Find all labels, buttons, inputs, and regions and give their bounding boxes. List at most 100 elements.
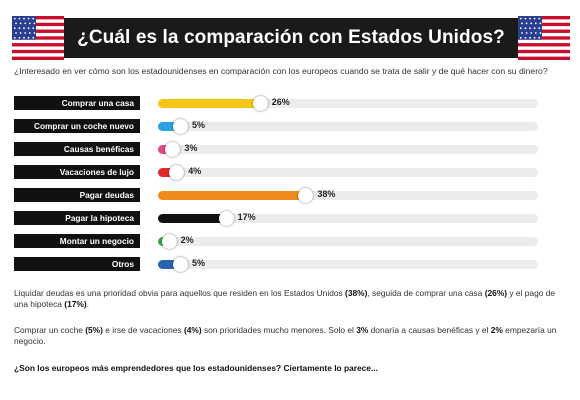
- bar-chart: Comprar una casa 26% Comprar un coche nuev…: [14, 96, 574, 276]
- category-label: Otros: [14, 257, 140, 271]
- bar-row: Vacaciones de lujo 4%: [14, 165, 554, 180]
- flag-stripe: [12, 29, 64, 34]
- bar-end-marker: [298, 188, 314, 203]
- highlight-number: (17%): [64, 299, 87, 309]
- flag-star: [32, 27, 35, 30]
- bar-track: [158, 99, 538, 108]
- flag-stripe: [518, 22, 570, 27]
- flag-star: [525, 32, 528, 34]
- flag-star: [533, 36, 536, 39]
- flag-star: [23, 36, 25, 39]
- flag-stripe: [518, 56, 570, 60]
- flag-stripe: [12, 19, 64, 23]
- flag-star: [534, 22, 537, 25]
- flag-stripe: [12, 43, 64, 47]
- flag-star: [27, 27, 30, 30]
- flag-star: [521, 22, 523, 25]
- flag-star: [524, 17, 527, 20]
- flag-star: [24, 32, 27, 34]
- bar-row: Otros 5%: [14, 257, 554, 272]
- flag-star: [538, 17, 541, 20]
- highlight-number: (4%): [183, 325, 202, 335]
- flag-star: [539, 32, 542, 34]
- flag-stripe: [518, 16, 570, 20]
- closing-question: ¿Son los europeos más emprendedores que …: [14, 363, 378, 373]
- flag-stripe: [518, 43, 570, 47]
- bar-track: [158, 122, 538, 131]
- flag-star: [525, 22, 528, 25]
- flag-stripe: [518, 46, 570, 51]
- bar-row: Comprar una casa 26%: [14, 96, 554, 111]
- flag-star: [27, 36, 30, 39]
- bar-end-marker: [169, 165, 185, 180]
- flag-star: [15, 22, 17, 25]
- flag-star: [33, 22, 36, 25]
- flag-star: [530, 22, 533, 25]
- flag-stripe: [12, 39, 64, 44]
- bar-row: Pagar deudas 38%: [14, 188, 554, 203]
- flag-stripe: [12, 32, 64, 37]
- bar-track: [158, 168, 538, 177]
- us-flag-icon: [12, 16, 64, 60]
- flag-stripe: [12, 53, 64, 57]
- bar: [158, 214, 223, 223]
- value-label: 2%: [180, 235, 194, 245]
- flag-star: [529, 17, 531, 20]
- flag-star: [524, 36, 527, 39]
- flag-star: [524, 27, 527, 30]
- flag-star: [32, 17, 35, 20]
- summary-paragraph-2: Comprar un coche (5%) e irse de vacacion…: [14, 325, 557, 346]
- highlight-number: 2%: [490, 325, 503, 335]
- flag-star: [32, 36, 35, 39]
- value-label: 3%: [184, 143, 198, 153]
- flag-stripe: [12, 56, 64, 60]
- bar-end-marker: [161, 234, 177, 249]
- flag-stripe: [518, 29, 570, 34]
- page-title: ¿Cuál es la comparación con Estados Unid…: [77, 27, 505, 48]
- flag-star: [521, 32, 523, 34]
- flag-stripe: [12, 22, 64, 27]
- bar-end-marker: [173, 257, 188, 272]
- value-label: 17%: [237, 212, 256, 222]
- flag-star: [533, 17, 536, 20]
- bar: [158, 145, 170, 154]
- flag-star: [519, 36, 522, 39]
- flag-star: [33, 32, 36, 34]
- flag-star: [24, 22, 27, 25]
- value-label: 38%: [317, 189, 336, 199]
- flag-star: [27, 17, 30, 20]
- category-label: Pagar deudas: [14, 188, 140, 202]
- flag-stripe: [518, 26, 570, 30]
- flag-stripe: [518, 32, 570, 37]
- flag-stripe: [12, 49, 64, 54]
- summary-paragraph-1: Liquidar deudas es una prioridad obvia p…: [14, 288, 556, 309]
- flag-star: [18, 17, 21, 20]
- value-label: 5%: [192, 120, 206, 130]
- highlight-number: (26%): [484, 288, 508, 298]
- us-flag-icon: [518, 16, 570, 60]
- bar: [158, 260, 177, 269]
- flag-stripe: [518, 39, 570, 44]
- flag-star: [538, 27, 541, 30]
- flag-star: [15, 32, 17, 34]
- bar: [158, 99, 257, 108]
- flag-star: [13, 36, 16, 39]
- flag-star: [519, 27, 522, 30]
- bar-row: Comprar un coche nuevo 5%: [14, 119, 554, 134]
- bar: [158, 168, 174, 177]
- flag-stripe: [518, 36, 570, 40]
- title-banner: ¿Cuál es la comparación con Estados Unid…: [12, 16, 570, 60]
- intro-text: ¿Interesado en ver cómo son los estadoun…: [14, 66, 548, 76]
- flag-star: [519, 17, 522, 20]
- flag-star: [539, 22, 542, 25]
- value-label: 26%: [271, 97, 290, 107]
- bar-row: Pagar la hipoteca 17%: [14, 211, 554, 226]
- flag-star: [13, 27, 16, 30]
- flag-star: [529, 36, 531, 39]
- flag-star: [538, 36, 541, 39]
- highlight-number: 3%: [356, 325, 369, 335]
- bar-end-marker: [218, 211, 234, 226]
- flag-star: [18, 36, 21, 39]
- flag-stripe: [12, 26, 64, 30]
- flag-stripe: [12, 16, 64, 20]
